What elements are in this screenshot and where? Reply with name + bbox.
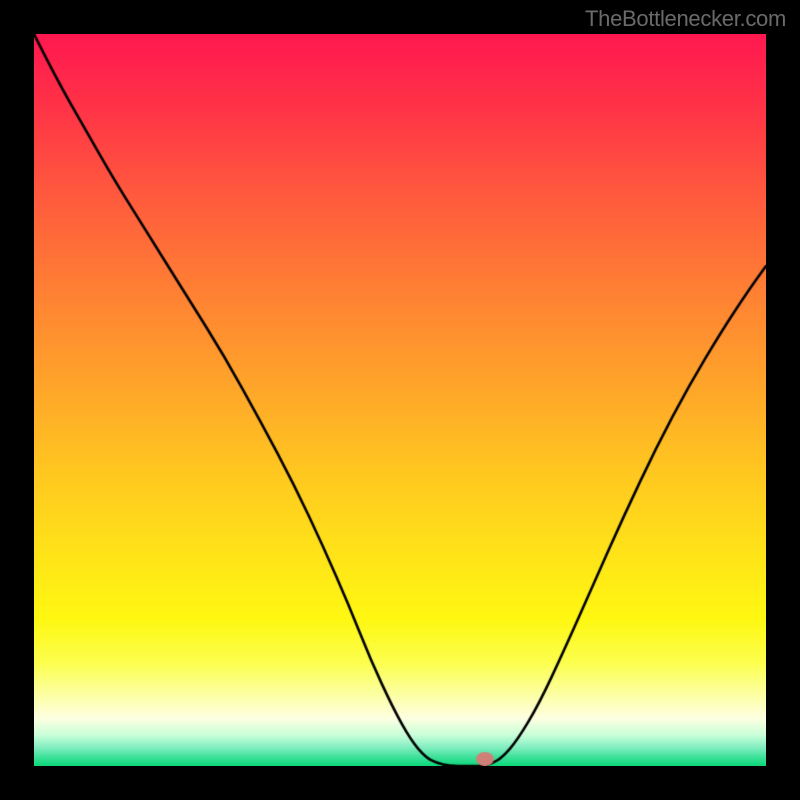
bottleneck-chart (34, 34, 766, 766)
watermark-text: TheBottlenecker.com (585, 6, 786, 32)
plot-area (34, 34, 766, 766)
